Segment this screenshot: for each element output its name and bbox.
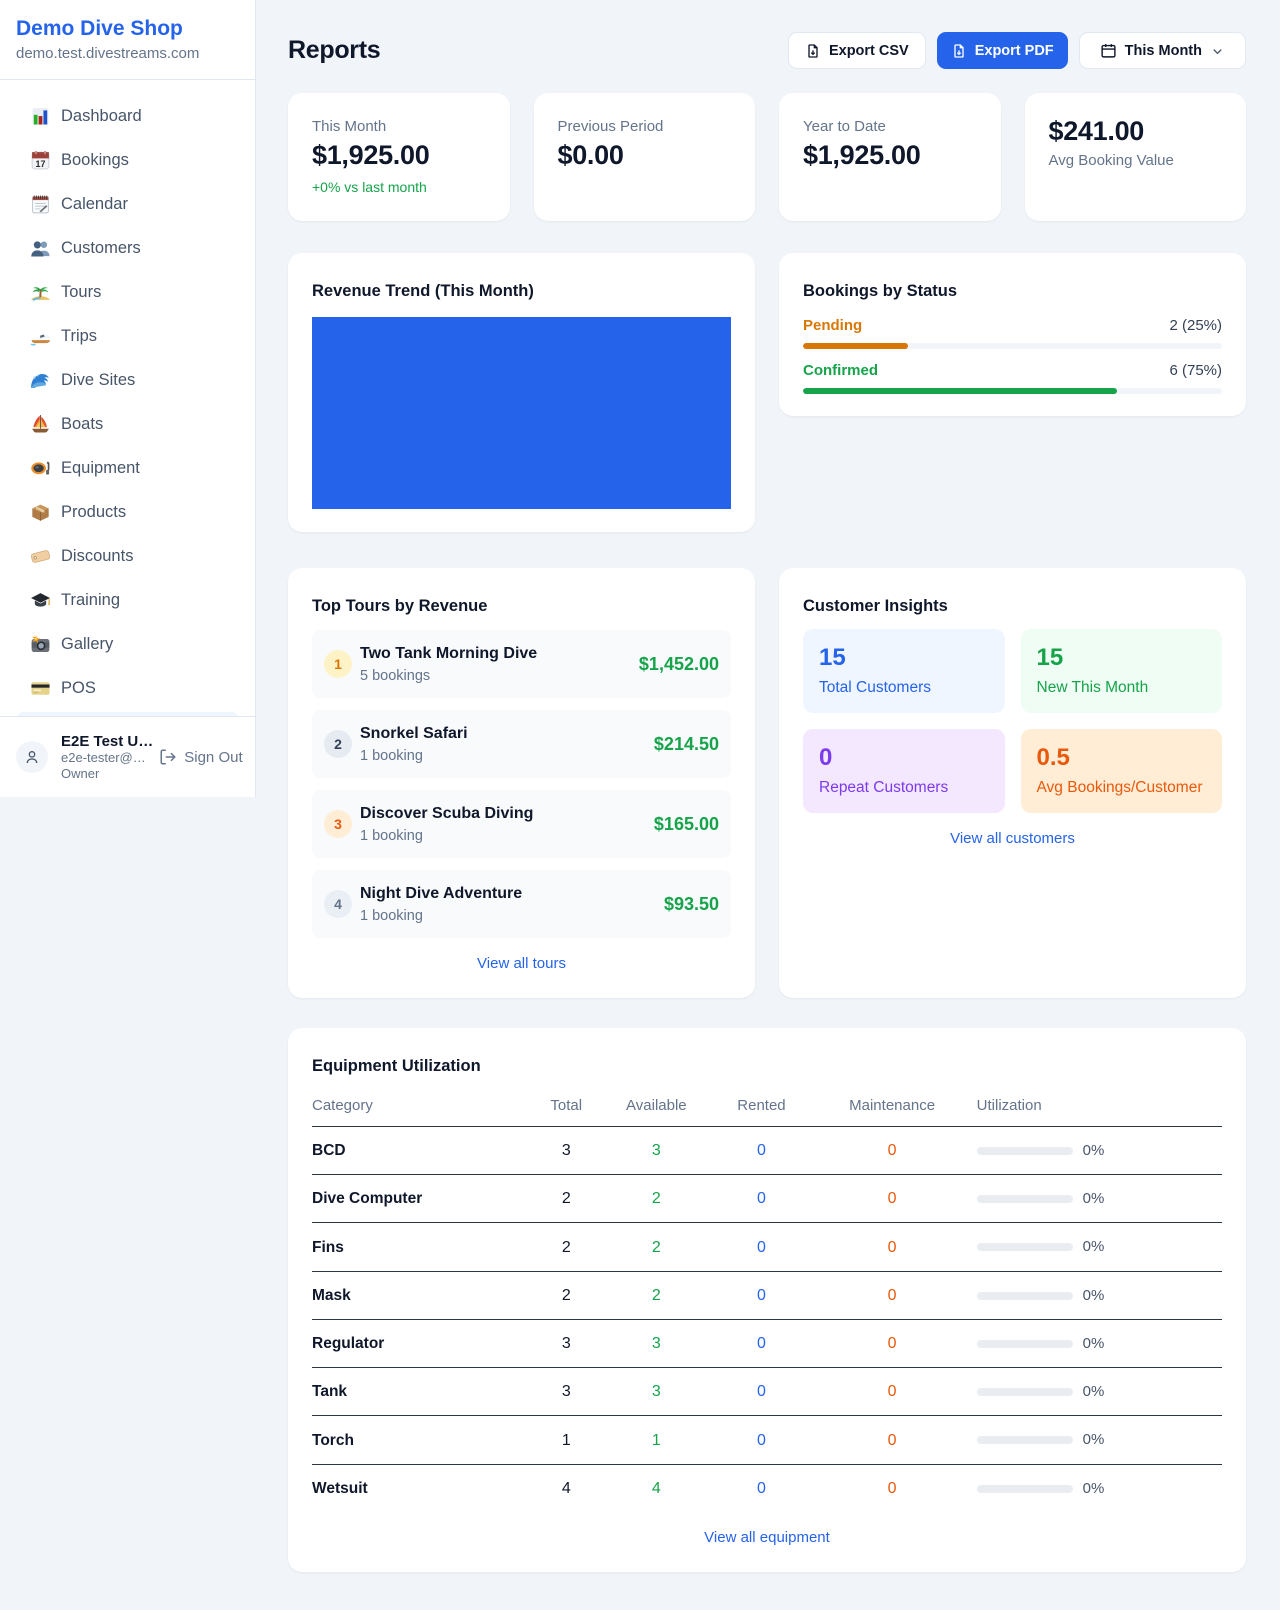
svg-text:17: 17: [35, 158, 45, 168]
